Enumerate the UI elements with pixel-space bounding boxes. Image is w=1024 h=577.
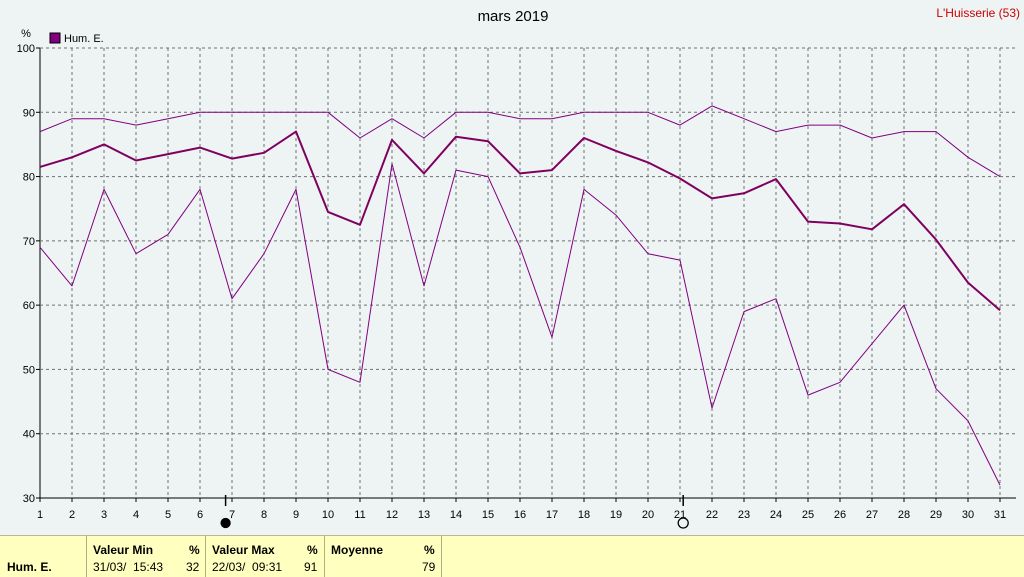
y-axis: 30 40 50 60 70 80 90 100	[17, 43, 40, 505]
y-tick-label: 60	[23, 300, 35, 312]
new-moon-icon	[220, 517, 231, 529]
series-line-mean	[39, 130, 1001, 312]
min-datetime: 31/03/ 15:43	[93, 560, 164, 574]
max-datetime: 22/03/ 09:31	[212, 560, 283, 574]
x-tick-label: 17	[546, 509, 558, 521]
x-tick-label: 12	[386, 509, 398, 521]
y-tick-label: 40	[23, 429, 35, 441]
max-unit: %	[307, 543, 318, 557]
legend-label: Hum. E.	[64, 33, 104, 45]
y-tick-label: 70	[23, 236, 35, 248]
legend-swatch	[49, 32, 61, 44]
x-tick-label: 27	[866, 509, 878, 521]
x-tick-label: 6	[197, 509, 203, 521]
max-value: 91	[304, 560, 318, 574]
x-tick-label: 18	[578, 509, 590, 521]
y-tick-label: 30	[23, 493, 35, 505]
x-tick-label: 3	[101, 509, 107, 521]
x-tick-label: 11	[354, 509, 365, 521]
x-tick-label: 13	[418, 509, 430, 521]
summary-row-label-cell: Hum. E.	[0, 536, 87, 577]
series-group	[39, 105, 1001, 486]
x-tick-label: 20	[642, 509, 654, 521]
x-tick-label: 2	[69, 509, 75, 521]
humidity-chart: mars 2019 L'Huisserie (53) % Hum. E. 30 4…	[17, 6, 1020, 529]
x-tick-label: 22	[706, 509, 718, 521]
y-unit-label: %	[21, 28, 31, 40]
summary-avg-cell: Moyenne % 79	[325, 536, 442, 577]
x-tick-label: 14	[450, 509, 462, 521]
series-line-max	[39, 105, 1001, 178]
y-tick-label: 90	[23, 107, 35, 119]
chart-title: mars 2019	[478, 8, 549, 25]
x-tick-label: 23	[738, 509, 750, 521]
y-tick-label: 100	[17, 43, 35, 55]
min-value: 32	[186, 560, 200, 574]
x-tick-label: 24	[770, 509, 782, 521]
station-name: L'Huisserie (53)	[936, 6, 1020, 20]
max-header: Valeur Max	[212, 543, 275, 557]
avg-value: 79	[422, 560, 436, 574]
summary-min-cell: Valeur Min % 31/03/ 15:43 32	[87, 536, 206, 577]
legend: Hum. E.	[49, 32, 104, 45]
x-tick-label: 28	[898, 509, 910, 521]
avg-unit: %	[424, 543, 435, 557]
avg-header: Moyenne	[331, 543, 384, 557]
y-tick-label: 50	[23, 364, 35, 376]
x-tick-label: 7	[229, 509, 235, 521]
x-tick-label: 30	[962, 509, 974, 521]
series-line-min	[39, 163, 1001, 486]
summary-bar: Hum. E. Valeur Min % 31/03/ 15:43 32 Val…	[0, 535, 1024, 577]
x-axis: 1 2 3 4 5 6 7 8 9 10 11 12 13 14 15 16 17 18 19 20 21 22 23 24 2…	[37, 498, 1006, 521]
x-tick-label: 15	[482, 509, 494, 521]
y-tick-label: 80	[23, 172, 35, 184]
full-moon-icon	[677, 517, 689, 529]
x-tick-label: 19	[610, 509, 622, 521]
summary-row-label: Hum. E.	[7, 560, 52, 574]
min-unit: %	[189, 543, 200, 557]
min-header: Valeur Min	[93, 543, 154, 557]
x-tick-label: 8	[261, 509, 267, 521]
x-tick-label: 9	[293, 509, 299, 521]
x-tick-label: 26	[834, 509, 846, 521]
x-tick-label: 16	[514, 509, 526, 521]
x-tick-label: 31	[994, 509, 1006, 521]
x-tick-label: 1	[37, 509, 43, 521]
plot-area	[39, 48, 1016, 499]
summary-max-cell: Valeur Max % 22/03/ 09:31 91	[206, 536, 325, 577]
x-tick-label: 10	[322, 509, 334, 521]
x-tick-label: 25	[802, 509, 814, 521]
x-tick-label: 4	[133, 509, 139, 521]
x-tick-label: 29	[930, 509, 942, 521]
moon-phase-markers	[220, 495, 689, 529]
x-tick-label: 5	[165, 509, 171, 521]
